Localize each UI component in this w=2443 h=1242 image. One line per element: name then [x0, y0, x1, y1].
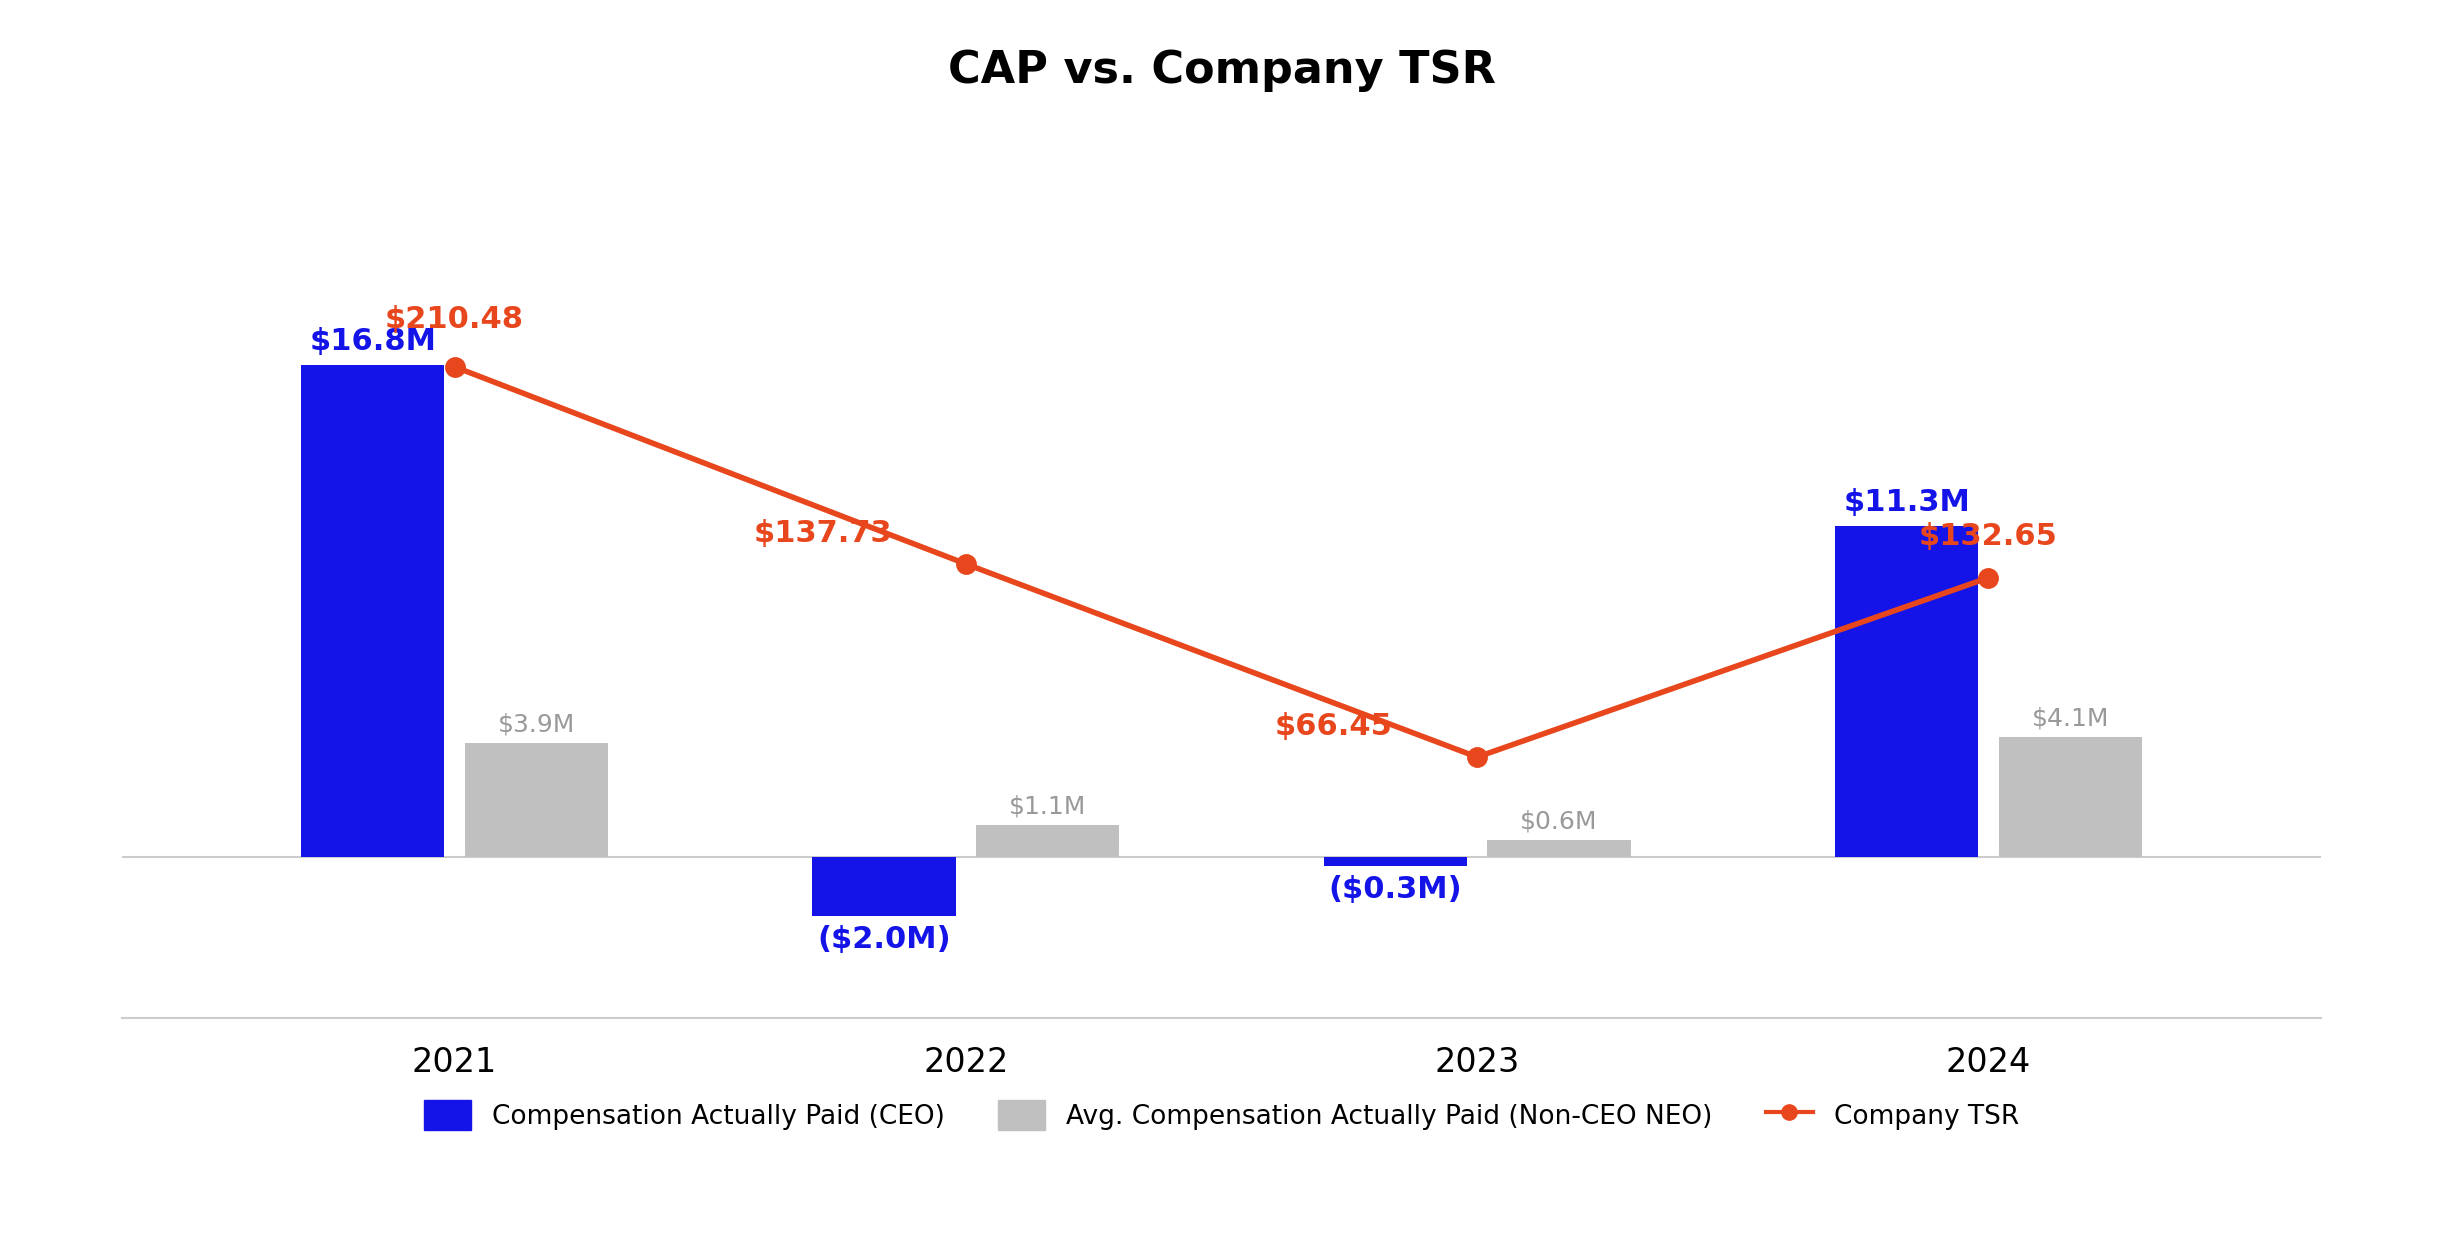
Text: $137.73: $137.73: [752, 519, 892, 548]
Text: $0.6M: $0.6M: [1520, 809, 1598, 833]
Text: $3.9M: $3.9M: [498, 713, 574, 737]
Bar: [1488, 840, 1629, 857]
Bar: [300, 365, 445, 857]
Bar: [1998, 737, 2143, 857]
Text: $132.65: $132.65: [1920, 522, 2057, 550]
Bar: [814, 857, 955, 915]
Bar: [464, 743, 608, 857]
Text: $1.1M: $1.1M: [1009, 795, 1087, 818]
Text: $210.48: $210.48: [386, 306, 523, 334]
Legend: Compensation Actually Paid (CEO), Avg. Compensation Actually Paid (Non-CEO NEO),: Compensation Actually Paid (CEO), Avg. C…: [423, 1100, 2020, 1130]
Text: $11.3M: $11.3M: [1842, 488, 1969, 517]
Text: ($2.0M): ($2.0M): [818, 924, 950, 954]
Text: $4.1M: $4.1M: [2033, 707, 2108, 730]
Bar: [977, 825, 1119, 857]
Title: CAP vs. Company TSR: CAP vs. Company TSR: [948, 48, 1495, 92]
Text: ($0.3M): ($0.3M): [1329, 874, 1463, 904]
Bar: [1324, 857, 1466, 866]
Text: $66.45: $66.45: [1275, 712, 1393, 740]
Bar: [1835, 525, 1979, 857]
Text: $16.8M: $16.8M: [310, 327, 437, 355]
